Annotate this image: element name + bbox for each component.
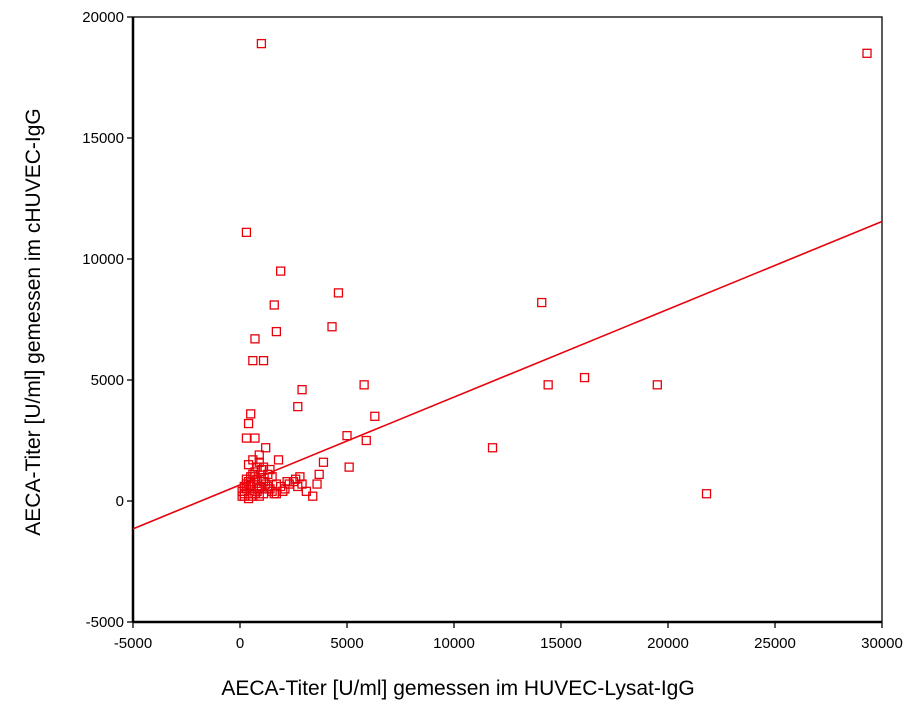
data-point (301, 486, 311, 496)
data-point (862, 48, 872, 58)
data-point (359, 380, 369, 390)
data-point (241, 433, 252, 443)
data-point (579, 372, 590, 383)
data-point (308, 491, 318, 501)
y-axis: -5000 0 5000 10000 15000 20000 (82, 9, 133, 631)
data-point (241, 227, 252, 238)
data-point (258, 355, 269, 366)
data-point (273, 455, 284, 465)
y-axis-title: AECA-Titer [U/ml] gemessen im cHUVEC-IgG (22, 108, 45, 535)
data-point (246, 409, 256, 419)
data-point (318, 457, 329, 467)
x-axis-title: AECA-Titer [U/ml] gemessen im HUVEC-Lysa… (221, 677, 694, 700)
data-point (256, 38, 267, 49)
data-point (243, 418, 254, 429)
data-point (263, 481, 273, 492)
x-tick-label: 15000 (540, 635, 582, 652)
data-point (537, 297, 547, 308)
plot-area-border (132, 16, 883, 623)
y-tick-label: 15000 (82, 130, 124, 147)
data-point (361, 435, 371, 446)
data-point (297, 385, 307, 395)
data-point (269, 489, 279, 499)
data-point (652, 380, 662, 390)
data-point (543, 380, 553, 390)
data-point (327, 322, 337, 332)
x-tick-label: -5000 (114, 635, 152, 652)
data-point (248, 355, 258, 366)
data-point (314, 469, 324, 480)
data-point (269, 300, 279, 310)
plot-frame (131, 16, 883, 624)
data-point (243, 479, 254, 489)
data-point (293, 401, 303, 412)
x-tick-label: 10000 (433, 635, 475, 652)
x-tick-label: 25000 (754, 635, 796, 652)
data-point (293, 481, 303, 492)
data-point (487, 443, 498, 453)
data-point (250, 433, 260, 443)
data-point (256, 474, 267, 484)
data-point (312, 479, 322, 489)
data-point (243, 460, 254, 470)
data-point (295, 472, 305, 482)
data-point (333, 288, 344, 298)
x-axis: -5000 0 5000 10000 15000 20000 25000 30000 (114, 622, 903, 652)
data-point (370, 411, 380, 421)
y-tick-label: 5000 (91, 372, 124, 389)
data-point (701, 489, 712, 499)
x-tick-label: 0 (236, 635, 244, 652)
data-point (271, 326, 282, 337)
data-point (250, 334, 260, 344)
data-point (342, 431, 352, 441)
y-tick-label: -5000 (86, 614, 124, 631)
data-point (254, 450, 264, 460)
data-point (276, 266, 286, 276)
data-point (256, 464, 267, 475)
y-tick-label: 20000 (82, 9, 124, 26)
data-point (344, 462, 354, 472)
data-point (252, 484, 262, 494)
y-tick-label: 10000 (82, 251, 124, 268)
x-tick-label: 20000 (647, 635, 689, 652)
x-tick-label: 5000 (330, 635, 363, 652)
data-points (237, 38, 872, 504)
data-point (250, 472, 260, 482)
y-tick-label: 0 (116, 493, 124, 510)
data-point (261, 443, 271, 453)
x-tick-label: 30000 (861, 635, 903, 652)
